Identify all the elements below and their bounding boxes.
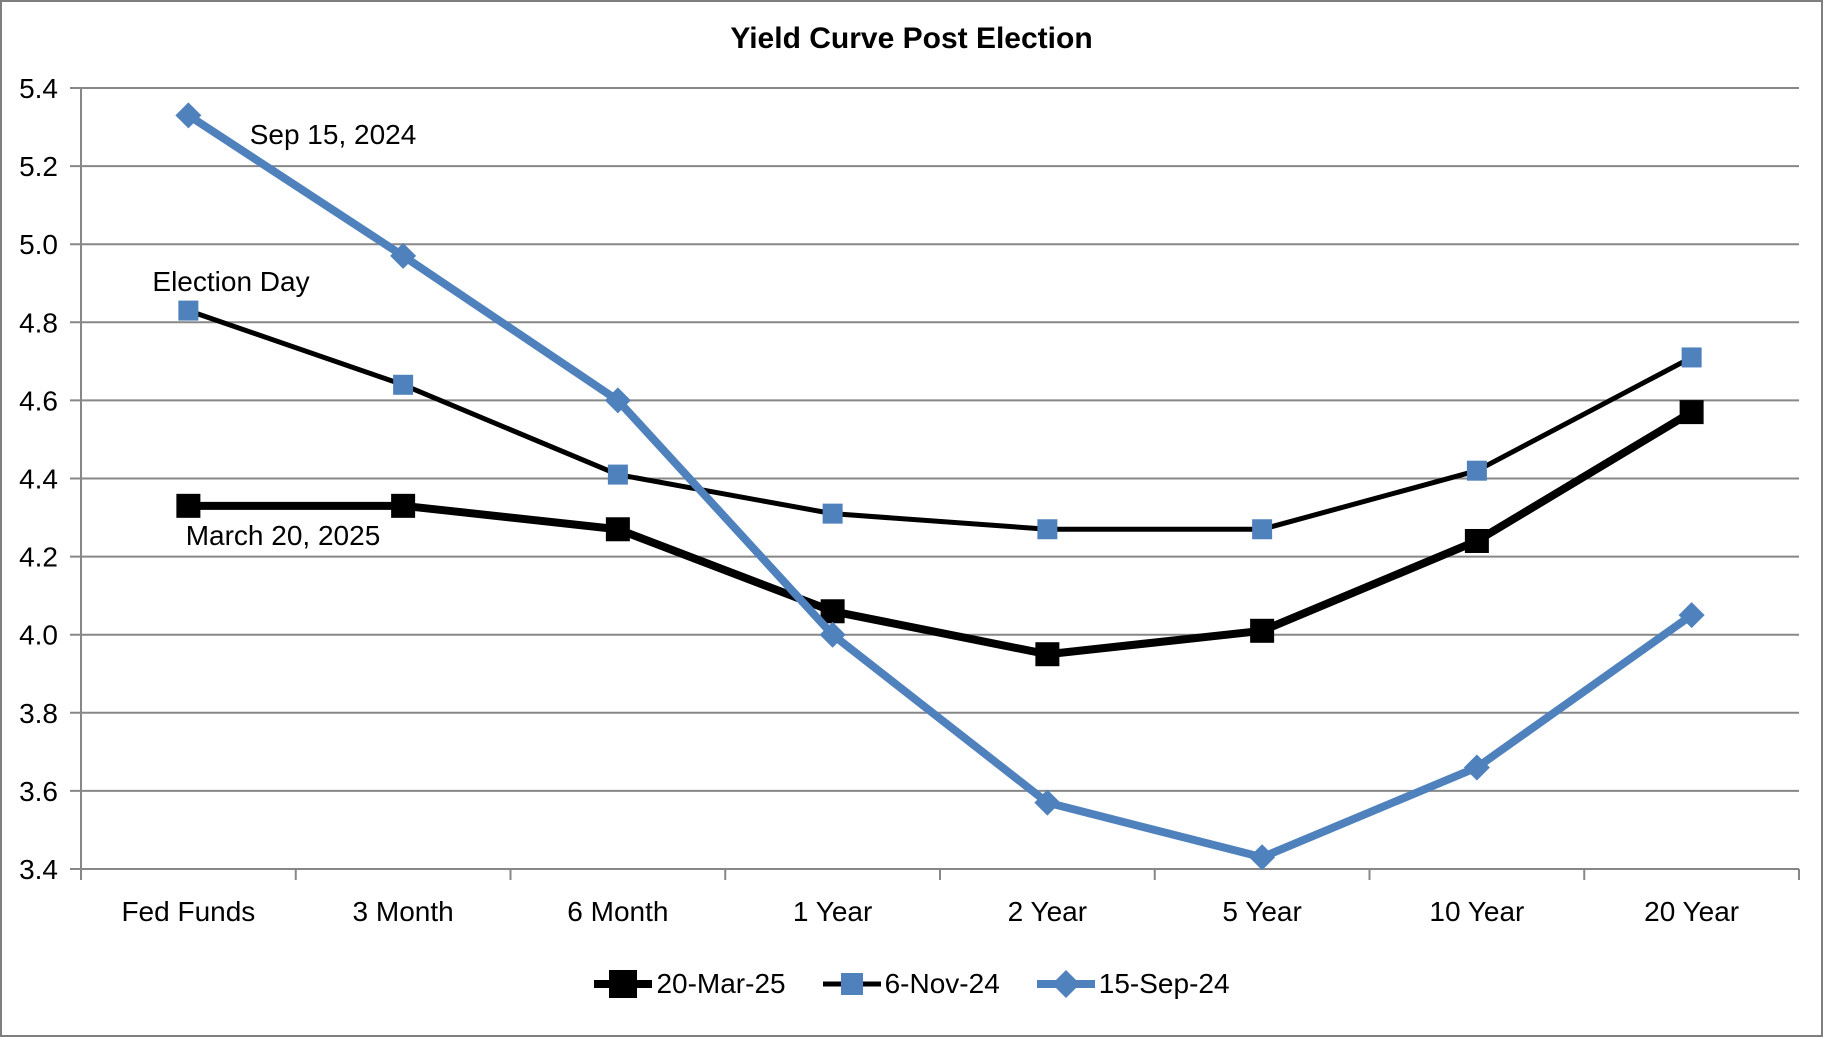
marker-6-nov-24-10-year — [1466, 460, 1487, 481]
legend: 20-Mar-25 6-Nov-24 15-Sep-24 — [2, 968, 1821, 1000]
y-tick-label-4.6: 4.6 — [19, 385, 58, 416]
marker-6-nov-24-3-month — [393, 374, 414, 395]
legend-marker-black-square — [594, 970, 653, 998]
x-tick-label-2-year: 2 Year — [1008, 896, 1087, 927]
y-tick-label-3.6: 3.6 — [19, 776, 58, 807]
legend-diamond-15-sep-24 — [1051, 970, 1080, 998]
y-tick-label-5.0: 5.0 — [19, 229, 58, 260]
y-tick-label-5.2: 5.2 — [19, 151, 58, 182]
series-line-6-nov-24 — [187, 308, 1693, 532]
x-tick-label-fed-funds: Fed Funds — [121, 896, 255, 927]
marker-15-sep-24-5-year — [1249, 844, 1276, 871]
chart-title: Yield Curve Post Election — [730, 22, 1093, 55]
marker-20-mar-25-6-month — [605, 517, 630, 542]
y-tick-label-4.0: 4.0 — [19, 620, 58, 651]
legend-item-15-sep-24: 15-Sep-24 — [1036, 968, 1230, 1000]
y-tick-label-3.8: 3.8 — [19, 698, 58, 729]
marker-20-mar-25-1-year — [820, 599, 845, 624]
marker-20-mar-25-5-year — [1250, 618, 1275, 643]
legend-item-20-mar-25: 20-Mar-25 — [593, 968, 786, 1000]
x-tick-label-10-year: 10 Year — [1429, 896, 1524, 927]
marker-15-sep-24-20-year — [1678, 602, 1705, 629]
marker-20-mar-25-2-year — [1035, 642, 1060, 667]
marker-6-nov-24-20-year — [1681, 347, 1702, 368]
marker-15-sep-24-10-year — [1463, 754, 1490, 781]
marker-20-mar-25-10-year — [1464, 528, 1489, 553]
marker-15-sep-24-3-month — [390, 242, 417, 269]
marker-20-mar-25-20-year — [1679, 400, 1704, 425]
legend-marker-blue-diamond — [1036, 970, 1095, 998]
y-tick-label-5.4: 5.4 — [19, 73, 58, 104]
marker-15-sep-24-fed-funds — [175, 102, 202, 129]
marker-6-nov-24-5-year — [1252, 519, 1273, 540]
marker-15-sep-24-1-year — [819, 621, 846, 648]
legend-item-6-nov-24: 6-Nov-24 — [822, 968, 1000, 1000]
y-tick-label-4.4: 4.4 — [19, 464, 58, 495]
y-tick-label-4.8: 4.8 — [19, 307, 58, 338]
legend-label-15-sep-24: 15-Sep-24 — [1098, 968, 1230, 999]
x-tick-label-20-year: 20 Year — [1644, 896, 1739, 927]
annotation-sep-15-2024: Sep 15, 2024 — [250, 119, 417, 150]
marker-6-nov-24-fed-funds — [178, 300, 199, 321]
annotation-march-20-2025: March 20, 2025 — [186, 520, 381, 551]
legend-label-6-nov-24: 6-Nov-24 — [884, 968, 1000, 999]
marker-6-nov-24-2-year — [1037, 519, 1058, 540]
legend-label-20-mar-25: 20-Mar-25 — [656, 968, 786, 999]
marker-6-nov-24-6-month — [607, 464, 628, 485]
marker-6-nov-24-1-year — [822, 503, 843, 524]
marker-15-sep-24-6-month — [604, 387, 631, 414]
annotation-election-day: Election Day — [152, 266, 309, 297]
legend-square-6-nov-24 — [840, 973, 863, 995]
x-tick-label-6-month: 6 Month — [567, 896, 668, 927]
x-tick-label-1-year: 1 Year — [793, 896, 872, 927]
y-tick-label-4.2: 4.2 — [19, 542, 58, 573]
x-tick-label-5-year: 5 Year — [1222, 896, 1301, 927]
y-tick-label-3.4: 3.4 — [19, 854, 58, 885]
marker-20-mar-25-fed-funds — [176, 493, 201, 518]
marker-15-sep-24-2-year — [1034, 789, 1061, 816]
marker-20-mar-25-3-month — [391, 493, 416, 518]
legend-square-20-mar-25 — [609, 970, 638, 998]
x-tick-label-3-month: 3 Month — [353, 896, 454, 927]
series-line-20-mar-25 — [188, 408, 1694, 659]
series-line-15-sep-24 — [186, 111, 1694, 862]
legend-marker-blue-square — [822, 973, 881, 995]
